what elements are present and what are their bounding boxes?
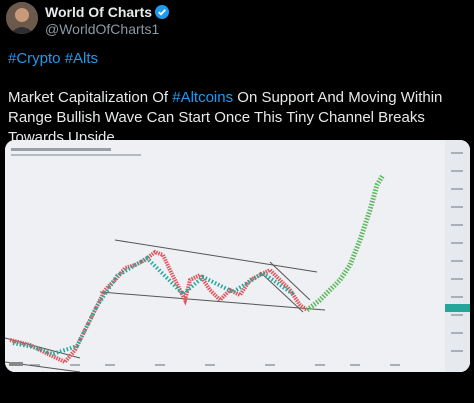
avatar-image	[6, 2, 38, 34]
user-name-row[interactable]: World Of Charts	[45, 4, 170, 20]
hashtags[interactable]: #Crypto #Alts	[8, 50, 99, 67]
chart-illustration	[5, 140, 470, 372]
user-handle[interactable]: @WorldOfCharts1	[45, 21, 160, 37]
text-part: Market Capitalization Of	[8, 89, 173, 106]
verified-badge	[155, 5, 170, 19]
avatar[interactable]	[6, 2, 38, 34]
hashtag-link[interactable]: #Altcoins	[172, 89, 234, 106]
tweet-text: Market Capitalization Of #Altcoins On Su…	[8, 88, 470, 148]
text-part: On Support And Moving Within Range Bulli…	[8, 89, 443, 146]
user-name[interactable]: World Of Charts	[45, 4, 153, 20]
chart-image[interactable]	[5, 140, 470, 372]
